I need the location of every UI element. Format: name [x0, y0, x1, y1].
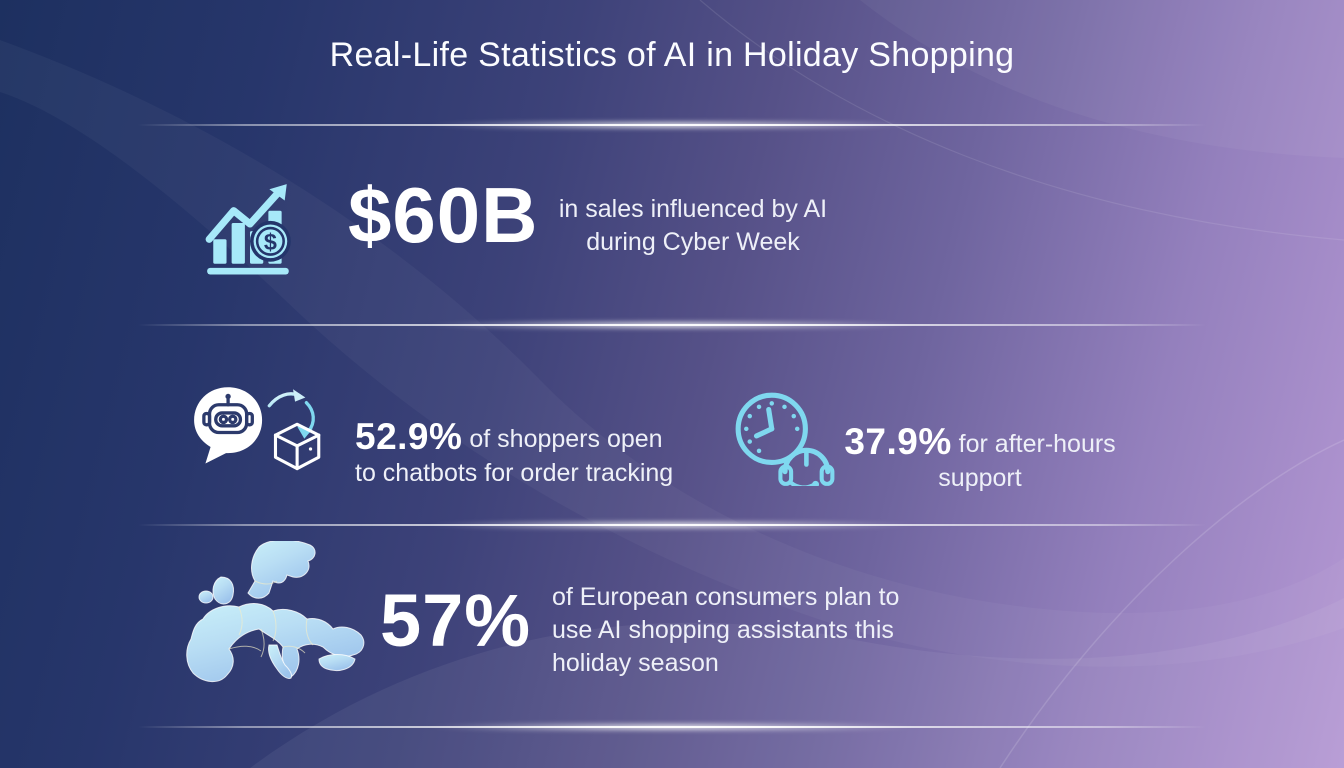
stat-value-sales: $60B	[348, 171, 539, 259]
stat-after-hours: 37.9% for after-hours support	[832, 423, 1128, 495]
stat-chatbots: 52.9% of shoppers open to chatbots for o…	[355, 418, 715, 490]
stat-value-after-hours: 37.9%	[844, 421, 952, 462]
chatbot-order-tracking-icon	[191, 383, 327, 485]
section-divider	[138, 321, 1206, 329]
stat-text-europe: of European consumers plan to use AI sho…	[552, 583, 900, 677]
section-divider	[138, 121, 1206, 129]
europe-map-icon	[181, 539, 371, 701]
section-divider	[138, 723, 1206, 731]
stat-text-sales: in sales influenced by AI during Cyber W…	[558, 195, 828, 256]
stat-text-after-hours: for after-hours support	[938, 430, 1116, 492]
bar-chart-dollar-icon: $	[203, 176, 297, 281]
stat-value-chatbots: 52.9%	[355, 416, 463, 457]
dollar-sign: $	[264, 229, 277, 255]
stat-text-chatbots: of shoppers open to chatbots for order t…	[355, 425, 674, 487]
section-divider	[138, 521, 1206, 529]
stat-value-europe: 57%	[380, 579, 532, 662]
page-title: Real-Life Statistics of AI in Holiday Sh…	[329, 36, 1015, 74]
clock-headset-icon	[731, 388, 839, 491]
